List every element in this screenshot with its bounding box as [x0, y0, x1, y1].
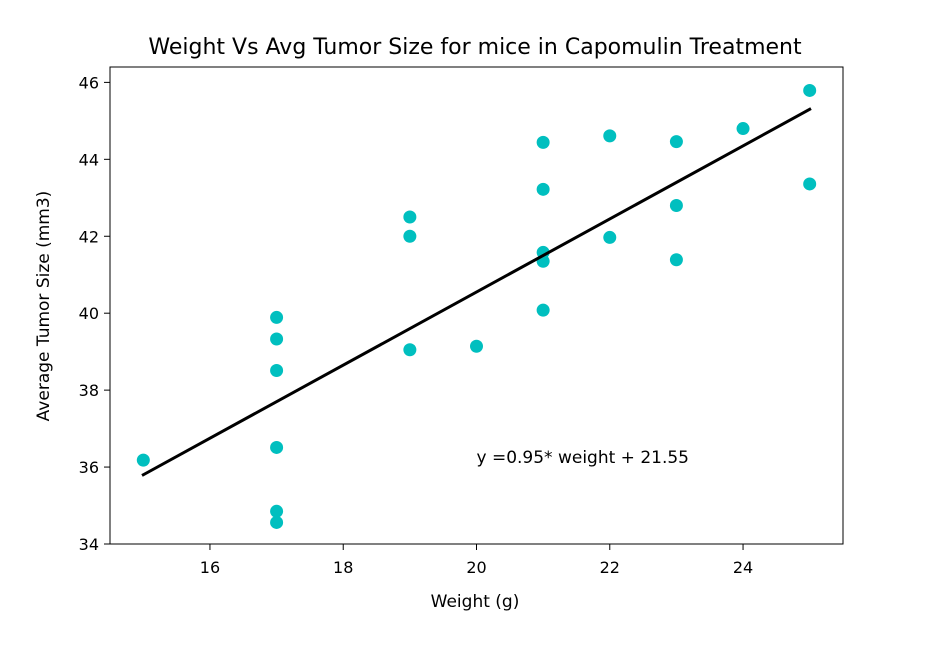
- scatter-point: [270, 332, 284, 346]
- y-tick-label: 34: [79, 535, 99, 554]
- x-tick-label: 20: [466, 558, 486, 577]
- plot-frame: [109, 66, 844, 545]
- scatter-point: [536, 303, 550, 317]
- plot-area: 16 18 20 22 24 34 36 38 40 42 44 46: [79, 66, 844, 577]
- scatter-point: [403, 343, 417, 357]
- y-tick-label: 46: [79, 73, 99, 92]
- scatter-point: [603, 230, 617, 244]
- x-tick-label: 22: [600, 558, 620, 577]
- regression-line: [141, 107, 812, 477]
- scatter-point: [536, 135, 550, 149]
- regression-equation-label: y =0.95* weight + 21.55: [477, 448, 690, 468]
- x-axis-label: Weight (g): [431, 592, 520, 612]
- scatter-point: [803, 177, 817, 191]
- x-tick-label: 24: [733, 558, 753, 577]
- y-tick-label: 44: [79, 150, 99, 169]
- x-tick-label: 16: [200, 558, 220, 577]
- chart-title: Weight Vs Avg Tumor Size for mice in Cap…: [148, 35, 802, 60]
- scatter-point: [403, 210, 417, 224]
- scatter-point: [470, 339, 483, 353]
- y-tick-label: 38: [79, 381, 99, 400]
- scatter-point: [270, 440, 284, 454]
- scatter-point: [669, 253, 683, 267]
- y-tick-label: 42: [79, 227, 99, 246]
- scatter-point: [270, 364, 284, 378]
- scatter-point: [136, 453, 150, 467]
- scatter-point: [536, 182, 550, 196]
- scatter-point: [669, 135, 683, 149]
- scatter-point: [270, 515, 284, 529]
- scatter-point: [603, 129, 617, 143]
- scatter-point: [736, 122, 750, 136]
- scatter-point: [403, 229, 417, 243]
- y-tick-label: 36: [79, 458, 99, 477]
- scatter-point: [270, 310, 284, 324]
- y-axis-label: Average Tumor Size (mm3): [34, 191, 54, 422]
- scatter-point: [803, 83, 817, 97]
- y-tick-label: 40: [79, 304, 99, 323]
- scatter-point: [669, 198, 683, 212]
- scatter-point: [270, 504, 284, 518]
- x-tick-label: 18: [333, 558, 353, 577]
